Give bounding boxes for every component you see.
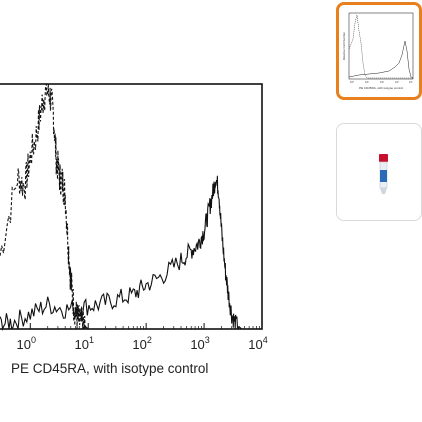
flow-histogram-chart: 100 101 102 103 104: [0, 83, 268, 352]
x-tick-label: 104: [248, 335, 267, 352]
x-axis-title: PE CD45RA, with isotype control: [11, 361, 209, 376]
x-tick-label: 101: [74, 335, 93, 352]
plot-frame: [0, 83, 263, 330]
thumbnail-caption: PE CD45RA, with isotype control: [359, 86, 403, 90]
main-image-viewer: 100 101 102 103 104 PE CD45RA, with isotype …: [0, 83, 268, 376]
x-tick-label: 102: [132, 335, 151, 352]
cd45ra-stain-line: [0, 175, 250, 332]
thumbnail-histogram-image: Relative Cell Number 10⁰ 10¹ 10² 10³ 10⁴…: [342, 12, 414, 90]
thumbnail-strip: Relative Cell Number 10⁰ 10¹ 10² 10³ 10⁴…: [330, 0, 422, 422]
thumbnail-ylabel: Relative Cell Number: [342, 32, 346, 60]
thumbnail-histogram[interactable]: Relative Cell Number 10⁰ 10¹ 10² 10³ 10⁴…: [336, 2, 422, 100]
isotype-control-line: [0, 83, 89, 330]
thumbnail-tick-2: 10¹: [365, 80, 369, 84]
thumbnail-product-vial[interactable]: [336, 123, 422, 221]
thumbnail-tick-3: 10²: [380, 80, 384, 84]
x-tick-label: 100: [17, 335, 36, 352]
thumbnail-tick-5: 10⁴: [409, 80, 413, 84]
x-tick-label: 103: [190, 335, 209, 352]
thumbnail-tick-1: 10⁰: [350, 80, 355, 84]
thumbnail-tick-4: 10³: [395, 80, 399, 84]
reagent-vial-image: [379, 154, 388, 194]
